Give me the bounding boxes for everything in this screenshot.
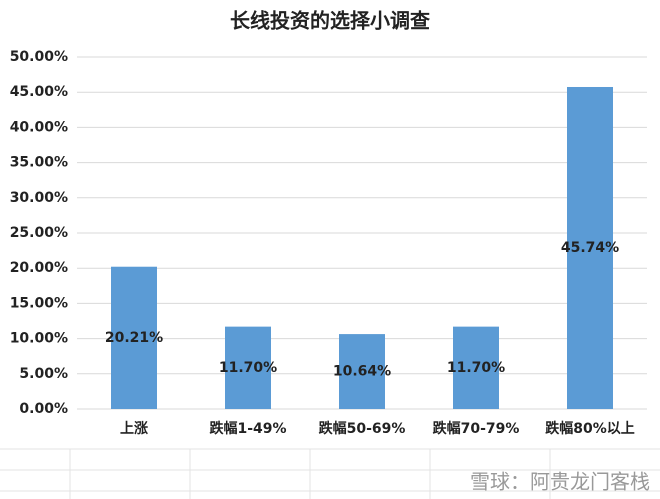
x-tick-label: 上涨 <box>120 421 148 437</box>
chart-title: 长线投资的选择小调查 <box>230 9 430 33</box>
sheet-lines <box>0 448 660 499</box>
y-tick-label: 35.00% <box>10 155 68 171</box>
y-tick-label: 5.00% <box>19 366 68 382</box>
data-label: 11.70% <box>219 360 277 376</box>
y-tick-label: 45.00% <box>10 84 68 100</box>
y-tick-label: 20.00% <box>10 260 68 276</box>
y-tick-label: 40.00% <box>10 119 68 135</box>
y-tick-label: 30.00% <box>10 190 68 206</box>
y-tick-label: 15.00% <box>10 295 68 311</box>
x-tick-label: 跌幅70-79% <box>433 420 520 437</box>
watermark: 雪球：阿贵龙门客栈 <box>470 470 650 494</box>
bar <box>339 334 385 409</box>
y-tick-label: 10.00% <box>10 331 68 347</box>
data-label: 10.64% <box>333 364 391 380</box>
x-tick-label: 跌幅80%以上 <box>545 420 635 437</box>
data-label: 11.70% <box>447 360 505 376</box>
y-tick-label: 50.00% <box>10 49 68 65</box>
x-tick-label: 跌幅50-69% <box>319 420 406 437</box>
bar <box>111 266 157 409</box>
data-label: 20.21% <box>105 330 163 346</box>
bar <box>567 86 613 409</box>
y-tick-label: 25.00% <box>10 225 68 241</box>
data-label: 45.74% <box>561 240 619 256</box>
bar <box>225 326 271 409</box>
y-tick-label: 0.00% <box>19 401 68 417</box>
bar <box>453 326 499 409</box>
x-tick-label: 跌幅1-49% <box>209 420 286 437</box>
